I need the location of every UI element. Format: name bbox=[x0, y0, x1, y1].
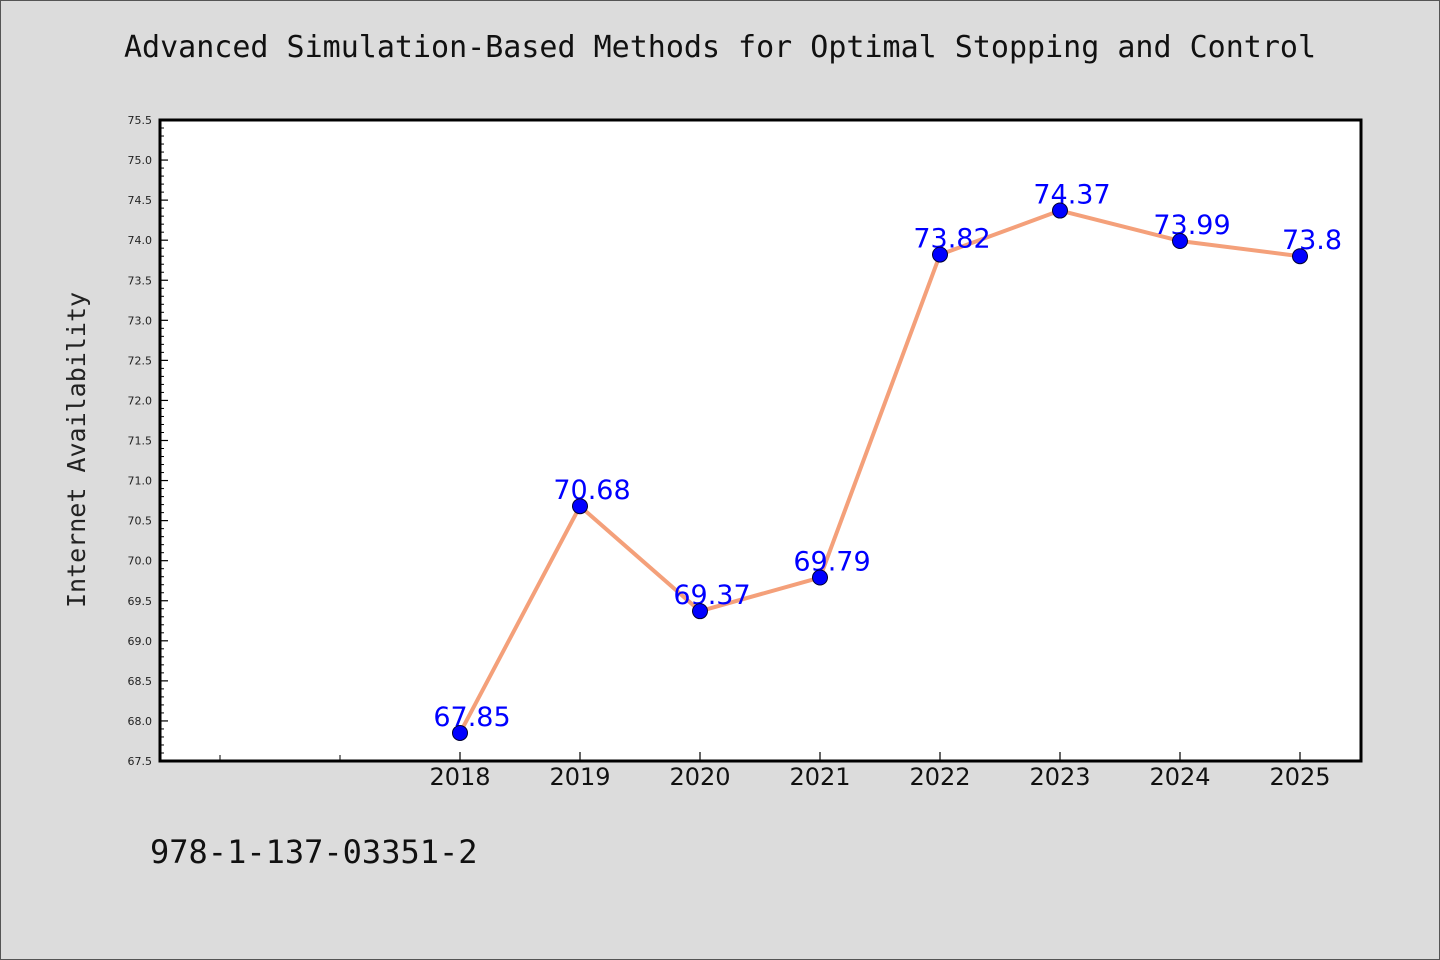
y-tick-label: 68.0 bbox=[128, 715, 153, 728]
x-tick-label: 2025 bbox=[1269, 763, 1330, 791]
data-label: 73.8 bbox=[1282, 225, 1342, 256]
series-line bbox=[458, 208, 1301, 734]
y-axis: 67.5 68.0 68.5 69.0 69.5 70.0 70.5 71.0 71.5 72.0… bbox=[128, 114, 168, 768]
data-label: 70.68 bbox=[553, 475, 630, 506]
data-point bbox=[1052, 202, 1068, 219]
data-label: 67.85 bbox=[433, 702, 510, 733]
chart-title: Advanced Simulation-Based Methods for Op… bbox=[123, 30, 1317, 65]
y-tick-label: 69.0 bbox=[128, 635, 153, 648]
data-label: 73.99 bbox=[1153, 210, 1230, 241]
y-tick-label: 75.5 bbox=[128, 114, 153, 127]
data-point bbox=[812, 569, 828, 586]
y-tick-label: 67.5 bbox=[128, 755, 153, 768]
data-point bbox=[452, 724, 468, 741]
x-tick-label: 2019 bbox=[549, 763, 610, 791]
data-label: 74.37 bbox=[1033, 180, 1110, 211]
y-tick-label: 69.5 bbox=[128, 595, 153, 608]
y-tick-label: 71.0 bbox=[128, 475, 153, 488]
y-tick-label: 74.5 bbox=[128, 194, 153, 207]
x-tick-label: 2022 bbox=[909, 763, 970, 791]
data-point bbox=[692, 603, 708, 620]
plot-area bbox=[158, 118, 1363, 763]
y-tick-label: 70.0 bbox=[128, 555, 153, 568]
data-label: 69.37 bbox=[673, 580, 750, 611]
x-tick-label: 2021 bbox=[789, 763, 850, 791]
y-tick-label: 73.5 bbox=[128, 274, 153, 287]
isbn-text: 978-1-137-03351-2 bbox=[150, 833, 478, 871]
y-tick-label: 73.0 bbox=[128, 314, 153, 327]
data-point bbox=[572, 498, 588, 515]
y-tick-label: 68.5 bbox=[128, 675, 153, 688]
x-tick-label: 2020 bbox=[669, 763, 730, 791]
y-axis-label: Internet Availability bbox=[62, 292, 91, 608]
data-point bbox=[1292, 248, 1308, 265]
series-line-group: 67.85 70.68 69.37 69.79 73.82 74.37 73.99 73.8 bbox=[433, 180, 1342, 741]
x-axis: 2018 2019 2020 2021 2022 2023 2024 2025 bbox=[219, 752, 1331, 791]
data-point bbox=[932, 246, 948, 263]
y-tick-label: 75.0 bbox=[128, 154, 153, 167]
y-tick-label: 72.0 bbox=[128, 394, 153, 407]
data-label: 73.82 bbox=[913, 224, 990, 255]
y-tick-label: 74.0 bbox=[128, 234, 153, 247]
data-label: 69.79 bbox=[793, 547, 870, 578]
y-tick-label: 72.5 bbox=[128, 354, 153, 367]
x-tick-label: 2023 bbox=[1029, 763, 1090, 791]
x-tick-label: 2024 bbox=[1149, 763, 1210, 791]
x-tick-label: 2018 bbox=[429, 763, 490, 791]
y-tick-label: 71.5 bbox=[128, 435, 153, 448]
data-point bbox=[1172, 232, 1188, 249]
y-tick-label: 70.5 bbox=[128, 515, 153, 528]
